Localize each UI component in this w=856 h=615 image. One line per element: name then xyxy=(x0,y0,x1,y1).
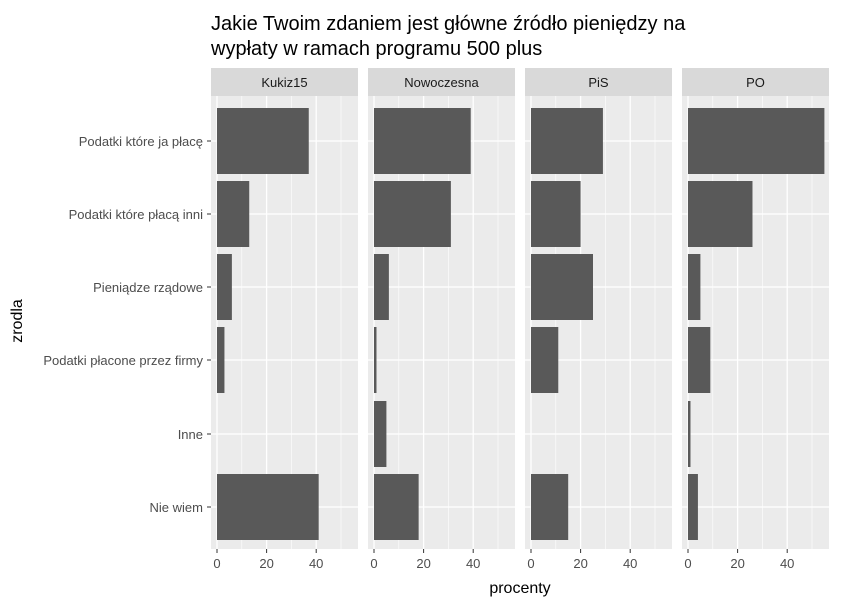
bar xyxy=(531,181,581,247)
y-tick-label: Inne xyxy=(178,427,203,442)
bar xyxy=(688,108,825,174)
x-tick-label: 0 xyxy=(527,556,534,571)
y-tick-label: Podatki które ja płacę xyxy=(79,134,203,149)
x-tick-label: 40 xyxy=(309,556,323,571)
chart-title-line-2: wypłaty w ramach programu 500 plus xyxy=(210,38,542,60)
bar xyxy=(217,108,309,174)
bar xyxy=(531,327,559,393)
bar xyxy=(374,254,389,320)
bar xyxy=(688,327,711,393)
y-tick-label: Podatki płacone przez firmy xyxy=(43,353,203,368)
bar xyxy=(217,474,319,540)
x-tick-label: 20 xyxy=(730,556,744,571)
bar xyxy=(688,474,698,540)
chart-title-line-1: Jakie Twoim zdaniem jest główne źródło p… xyxy=(211,13,686,35)
bar xyxy=(374,108,471,174)
bar xyxy=(688,254,701,320)
bar xyxy=(531,474,569,540)
facet-strip xyxy=(682,68,829,96)
facet-strip-label: PiS xyxy=(588,75,609,90)
x-tick-label: 0 xyxy=(684,556,691,571)
facet-strip-label: Nowoczesna xyxy=(404,75,479,90)
y-tick-label: Nie wiem xyxy=(150,500,203,515)
x-axis-title: procenty xyxy=(489,580,550,597)
x-tick-label: 0 xyxy=(213,556,220,571)
bar xyxy=(531,254,593,320)
x-tick-label: 20 xyxy=(416,556,430,571)
facet-strip xyxy=(211,68,358,96)
x-tick-label: 0 xyxy=(370,556,377,571)
bar xyxy=(531,108,603,174)
facet-strip-label: PO xyxy=(746,75,765,90)
x-tick-label: 40 xyxy=(466,556,480,571)
bar xyxy=(374,181,451,247)
facet-strip xyxy=(525,68,672,96)
facet-strip xyxy=(368,68,515,96)
x-tick-label: 20 xyxy=(259,556,273,571)
y-axis-title: zrodla xyxy=(9,299,26,343)
bar xyxy=(374,327,377,393)
bar xyxy=(374,401,387,467)
plot-area: Kukiz15 0 20 40 Nowoczesna 0 20 40 PiS 0 20 40 PO 0 20… xyxy=(43,68,829,571)
bar xyxy=(688,181,753,247)
bar xyxy=(217,254,232,320)
y-tick-label: Podatki które płacą inni xyxy=(69,207,204,222)
y-tick-label: Pieniądze rządowe xyxy=(93,280,203,295)
bar xyxy=(217,181,250,247)
facet-strip-label: Kukiz15 xyxy=(261,75,307,90)
x-tick-label: 20 xyxy=(573,556,587,571)
bar xyxy=(688,401,691,467)
bar xyxy=(374,474,419,540)
bar xyxy=(217,327,225,393)
x-tick-label: 40 xyxy=(623,556,637,571)
x-tick-label: 40 xyxy=(780,556,794,571)
